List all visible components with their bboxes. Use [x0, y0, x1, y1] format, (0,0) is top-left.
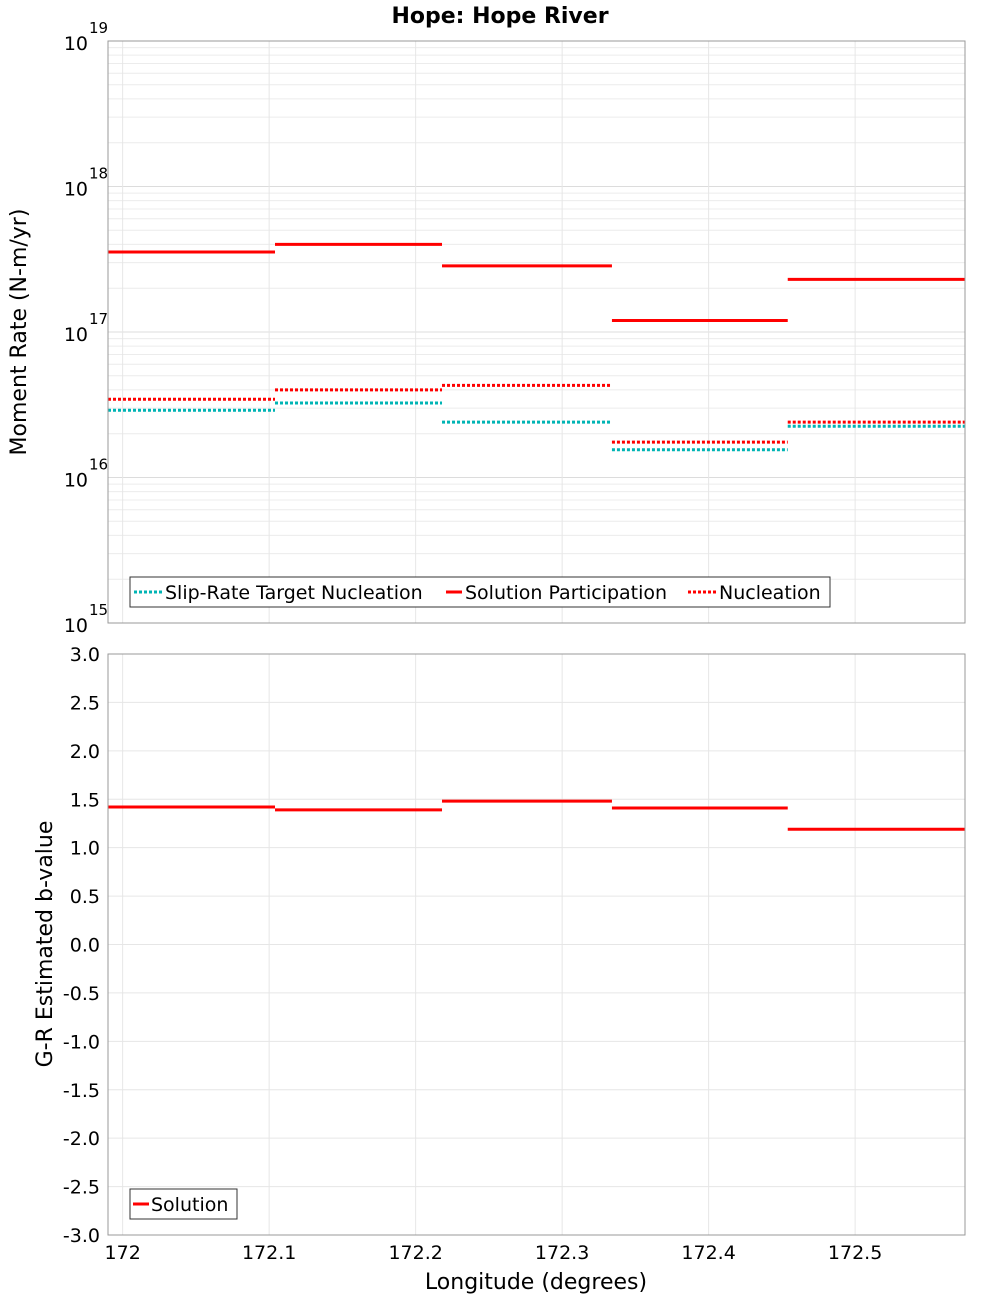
x-axis-label: Longitude (degrees) [425, 1270, 647, 1295]
legend-label: Nucleation [719, 582, 821, 604]
y-tick-exponent: 18 [89, 165, 108, 183]
bottom-series [108, 799, 965, 831]
x-tick-label: 172.3 [535, 1242, 589, 1264]
y-tick-label: 2.0 [70, 741, 100, 763]
bottom-x-ticks: 172 172.1 172.2 172.3 172.4 172.5 [105, 1242, 883, 1264]
y-tick-label: 2.5 [70, 692, 100, 714]
y-tick-label: 10 [64, 324, 88, 346]
legend-label: Solution [151, 1194, 228, 1216]
bottom-plot-frame [107, 653, 966, 1236]
y-tick-label: -1.5 [63, 1080, 100, 1102]
y-tick-label: 10 [64, 33, 88, 55]
y-tick-exponent: 19 [89, 19, 108, 37]
y-tick-label: -3.0 [63, 1225, 100, 1247]
y-tick-exponent: 16 [89, 456, 108, 474]
legend-label: Solution Participation [465, 582, 667, 604]
top-grid [108, 40, 965, 624]
y-tick-label: 10 [64, 470, 88, 492]
y-tick-label: 0.0 [70, 935, 100, 957]
y-tick-label: 0.5 [70, 886, 100, 908]
y-tick-label: -2.5 [63, 1177, 100, 1199]
y-tick-label: -1.0 [63, 1031, 100, 1053]
x-tick-label: 172.1 [242, 1242, 296, 1264]
bottom-y-axis-label: G-R Estimated b-value [33, 821, 58, 1068]
x-tick-label: 172.2 [388, 1242, 442, 1264]
legend-box [129, 1188, 238, 1220]
y-tick-label: 10 [64, 615, 88, 637]
bottom-y-ticks: -3.0 -2.5 -2.0 -1.5 -1.0 -0.5 0.0 0.5 1.0 1.5 2.0 2… [63, 644, 100, 1247]
y-tick-exponent: 15 [89, 601, 108, 619]
top-legend: Slip-Rate Target Nucleation Solution Part… [129, 576, 831, 608]
x-tick-label: 172 [105, 1242, 141, 1264]
y-tick-label: -2.0 [63, 1128, 100, 1150]
bottom-legend: Solution [129, 1188, 238, 1220]
y-tick-label: 1.5 [70, 789, 100, 811]
legend-label: Slip-Rate Target Nucleation [165, 582, 423, 604]
y-tick-label: 3.0 [70, 644, 100, 666]
y-tick-label: 10 [64, 179, 88, 201]
top-y-axis-label: Moment Rate (N-m/yr) [7, 209, 32, 456]
chart-title: Hope: Hope River [391, 4, 608, 29]
bottom-grid [108, 653, 965, 1236]
y-tick-exponent: 17 [89, 310, 108, 328]
y-tick-label: -0.5 [63, 983, 100, 1005]
top-plot-frame [107, 40, 966, 624]
x-tick-label: 172.5 [828, 1242, 882, 1264]
top-series [108, 242, 965, 452]
y-tick-label: 1.0 [70, 838, 100, 860]
x-tick-label: 172.4 [681, 1242, 735, 1264]
